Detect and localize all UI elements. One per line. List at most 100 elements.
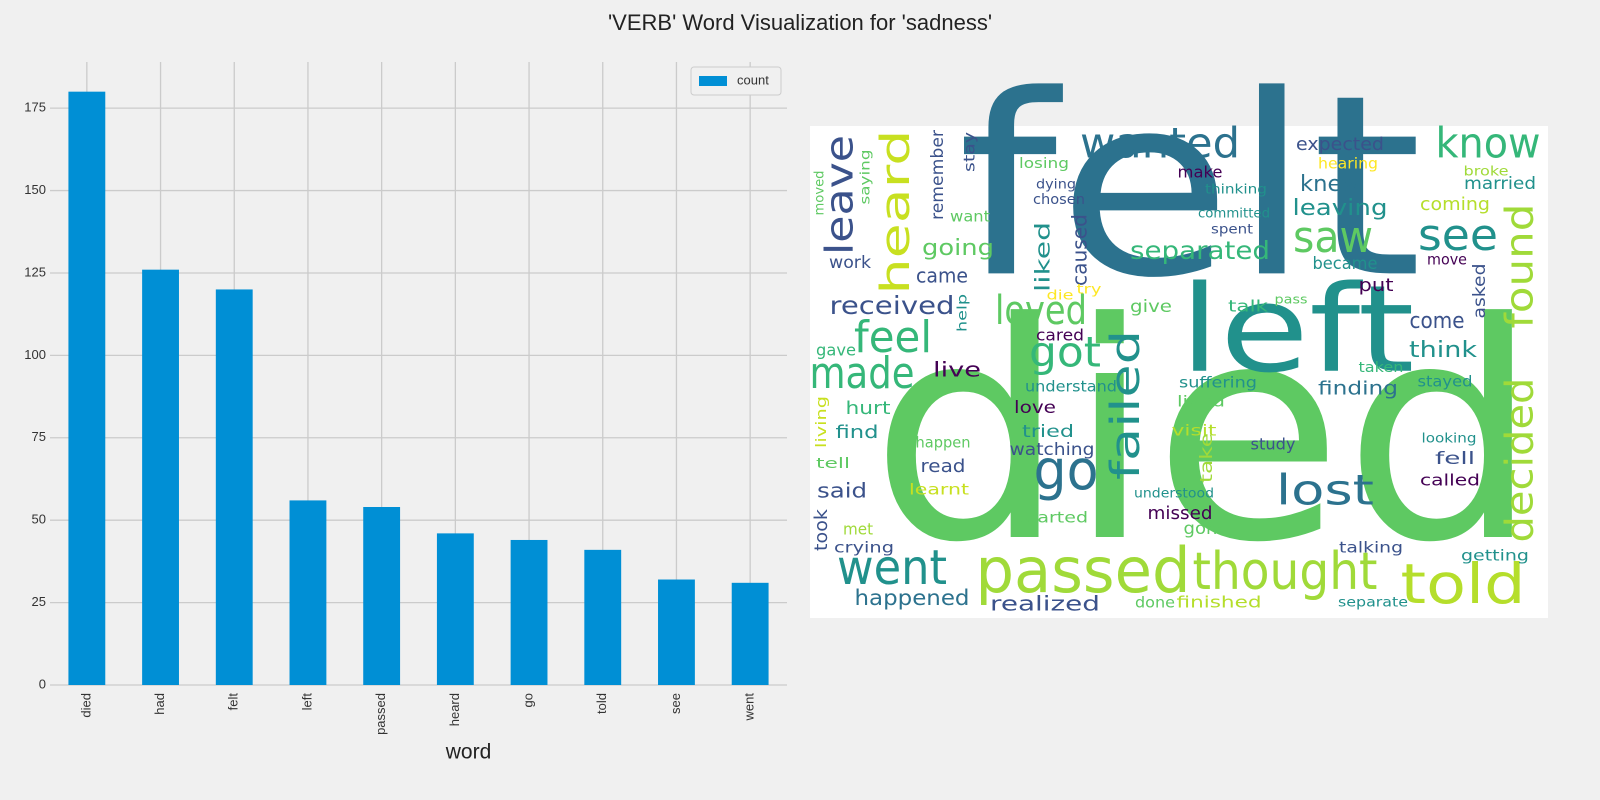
- word: tried: [1022, 422, 1074, 442]
- word: take: [1197, 433, 1217, 483]
- y-tick-label: 75: [32, 429, 46, 444]
- x-tick-label: passed: [373, 693, 388, 735]
- word: wanted: [1080, 119, 1240, 168]
- word: separate: [1338, 596, 1408, 611]
- word: try: [1077, 283, 1102, 298]
- word: heard: [873, 130, 919, 295]
- word: hurt: [846, 398, 891, 419]
- word: pass: [1275, 293, 1308, 307]
- word: expected: [1296, 134, 1384, 155]
- word: told: [1401, 552, 1526, 616]
- bar: [68, 91, 106, 685]
- word: happened: [855, 586, 970, 610]
- word: liked: [1031, 222, 1055, 292]
- word: committed: [1198, 207, 1270, 222]
- word: chosen: [1033, 192, 1085, 208]
- word: live: [933, 358, 981, 382]
- word: done: [1135, 594, 1175, 612]
- x-tick-label: went: [742, 693, 757, 722]
- word: understood: [1134, 487, 1214, 502]
- x-tick-label: left: [299, 693, 314, 711]
- word: dying: [1036, 178, 1076, 193]
- word: leave: [818, 135, 862, 255]
- word: go: [1034, 438, 1099, 502]
- word: realized: [990, 592, 1100, 616]
- word: saw: [1293, 212, 1373, 263]
- word: died: [870, 259, 1540, 608]
- word: lived: [1177, 393, 1225, 411]
- word: separated: [1130, 236, 1270, 265]
- word: happen: [916, 434, 971, 452]
- word: think: [1409, 338, 1477, 363]
- word: understand: [1025, 378, 1117, 396]
- word: make: [1178, 163, 1223, 182]
- word: failed: [1103, 330, 1149, 480]
- word: spent: [1211, 223, 1253, 238]
- word: losing: [1019, 156, 1069, 172]
- word: took: [811, 508, 832, 551]
- word: passed: [976, 534, 1191, 607]
- word: called: [1420, 471, 1480, 490]
- bar: [658, 579, 695, 685]
- word: stayed: [1418, 373, 1473, 391]
- word: move: [1427, 251, 1467, 269]
- word: became: [1313, 254, 1378, 274]
- word: found: [1498, 204, 1542, 329]
- word: came: [916, 264, 968, 288]
- word: stay: [961, 132, 979, 172]
- word: see: [1418, 210, 1498, 261]
- word: felt: [958, 41, 1423, 332]
- word: love: [1014, 398, 1056, 418]
- word: living: [814, 396, 830, 448]
- x-tick-label: see: [668, 693, 683, 714]
- word: got: [1029, 328, 1101, 377]
- word: lost: [1276, 466, 1374, 515]
- x-tick-label: told: [594, 693, 609, 714]
- word: coming: [1420, 194, 1490, 215]
- y-tick-label: 175: [24, 100, 46, 115]
- bar: [436, 533, 474, 685]
- bar: [289, 500, 327, 685]
- word: leaving: [1293, 196, 1388, 221]
- word: help: [956, 294, 971, 332]
- word: received: [830, 291, 955, 320]
- word: give: [1130, 297, 1172, 317]
- legend-label: count: [737, 72, 769, 87]
- word: feel: [854, 312, 932, 363]
- word: put: [1359, 275, 1394, 296]
- y-tick-label: 25: [32, 594, 46, 609]
- word: want: [950, 208, 990, 226]
- x-tick-label: died: [78, 693, 93, 718]
- word: thinking: [1205, 183, 1267, 198]
- word: fell: [1435, 449, 1475, 469]
- word: talk: [1228, 297, 1269, 316]
- y-tick-label: 100: [24, 347, 46, 362]
- word: saying: [859, 150, 874, 205]
- word: looking: [1422, 432, 1477, 447]
- word: hearing: [1318, 155, 1378, 173]
- bar: [215, 289, 253, 685]
- word: started: [1020, 509, 1088, 527]
- legend-box: [690, 66, 782, 96]
- word: married: [1464, 174, 1536, 194]
- y-tick-label: 0: [39, 676, 46, 691]
- word: cared: [1036, 326, 1084, 345]
- word: getting: [1461, 547, 1529, 565]
- word: come: [1410, 309, 1465, 334]
- legend-swatch: [699, 76, 727, 86]
- word: tell: [816, 456, 850, 472]
- x-tick-label: go: [520, 693, 535, 707]
- word: remember: [928, 130, 948, 220]
- bar: [363, 507, 401, 685]
- word: missed: [1148, 503, 1213, 524]
- word: visit: [1172, 422, 1217, 440]
- y-tick-label: 150: [24, 182, 46, 197]
- word: knew: [1300, 172, 1360, 197]
- word: watching: [1010, 440, 1095, 460]
- word: know: [1436, 119, 1541, 168]
- word: gave: [816, 341, 856, 360]
- word: taken: [1359, 360, 1404, 376]
- word: said: [817, 479, 867, 503]
- word: read: [921, 456, 966, 477]
